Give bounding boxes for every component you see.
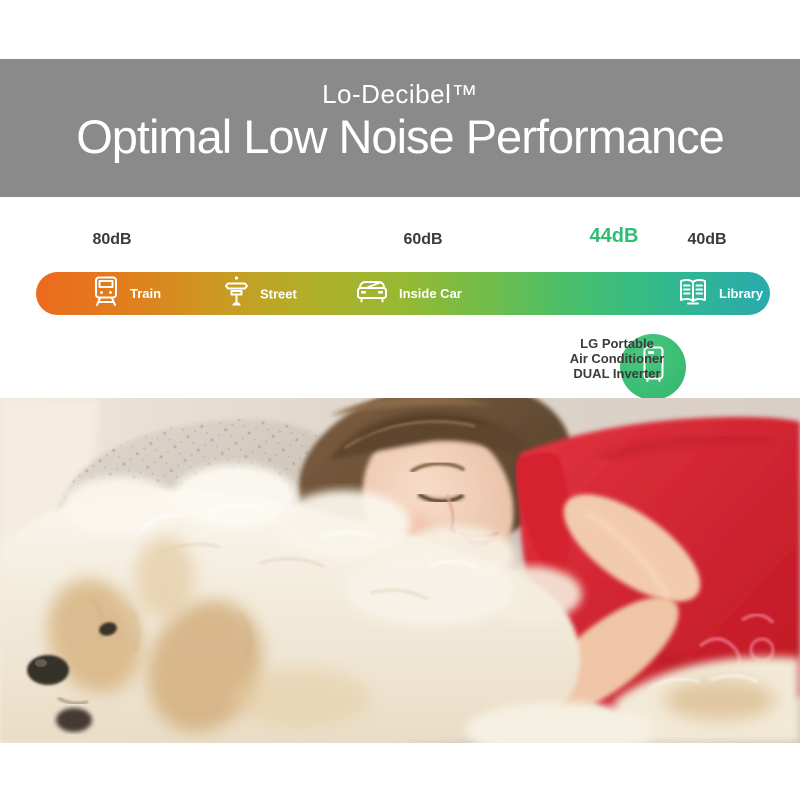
scale-item-label: Inside Car (399, 286, 462, 301)
scale-item-label: Library (719, 286, 764, 301)
callout-line: LG Portable (580, 336, 654, 351)
scale-item-train: Train (93, 276, 161, 312)
db-label-library: 40dB (687, 231, 727, 248)
lg-ac-highlight-badge (620, 334, 686, 400)
portable-ac-icon (643, 346, 664, 388)
scale-item-label: Street (260, 286, 297, 301)
scale-item-label: Train (130, 286, 162, 301)
db-label-lg-ac: 44dB (589, 225, 639, 247)
header-band: Lo-Decibel™ Optimal Low Noise Performanc… (0, 59, 800, 197)
decibel-gradient-bar: Train Street (36, 272, 770, 400)
brand-label: Lo-Decibel™ (322, 79, 478, 109)
train-icon (93, 276, 119, 312)
car-icon (356, 279, 388, 309)
dog (0, 464, 582, 743)
scale-item-library: Library (678, 278, 763, 310)
callout-line: Air Conditioner (569, 351, 665, 366)
page-title: Optimal Low Noise Performance (76, 110, 725, 163)
lifestyle-photo-girl-and-dog (0, 398, 800, 743)
lg-ac-callout: LG Portable Air Conditioner DUAL Inverte… (532, 336, 702, 381)
street-sign-icon (224, 275, 249, 312)
scale-item-street: Street (224, 275, 297, 312)
scale-item-inside-car: Inside Car (356, 279, 462, 309)
open-book-icon (678, 278, 708, 310)
callout-line: DUAL Inverter (573, 366, 661, 381)
photo-illustration (0, 398, 800, 743)
decibel-scale: 80dB 60dB 44dB 40dB Train (0, 197, 800, 400)
db-label-train: 80dB (92, 231, 132, 248)
db-label-inside-car: 60dB (403, 231, 443, 248)
